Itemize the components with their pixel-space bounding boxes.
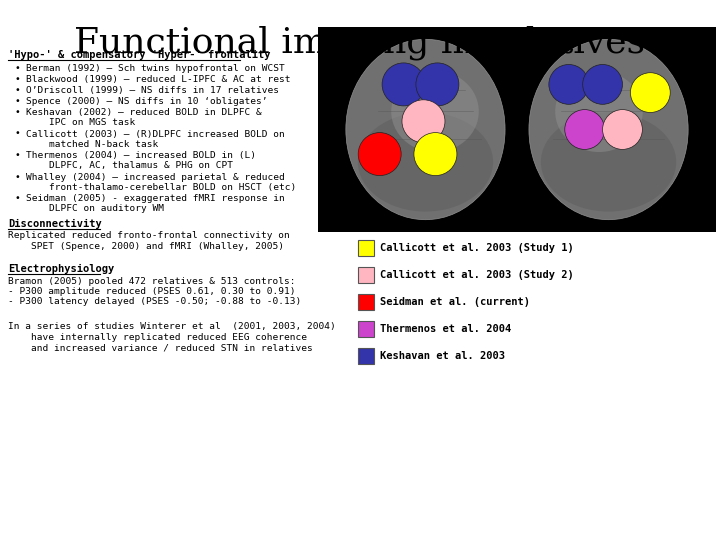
Text: Thermenos (2004) – increased BOLD in (L)
    DLPFC, AC, thalamus & PHG on CPT: Thermenos (2004) – increased BOLD in (L)… [26, 151, 256, 171]
Text: Replicated reduced fronto-frontal connectivity on
    SPET (Spence, 2000) and fM: Replicated reduced fronto-frontal connec… [8, 232, 289, 251]
Text: Disconnectivity: Disconnectivity [8, 219, 102, 228]
Circle shape [402, 100, 445, 143]
Ellipse shape [346, 39, 505, 220]
Text: O’Driscoll (1999) – NS diffs in 17 relatives: O’Driscoll (1999) – NS diffs in 17 relat… [26, 86, 279, 95]
Circle shape [382, 63, 425, 106]
Ellipse shape [541, 112, 676, 212]
Circle shape [582, 64, 623, 104]
Circle shape [549, 64, 589, 104]
FancyBboxPatch shape [318, 27, 716, 232]
Circle shape [631, 73, 670, 112]
Text: 'Hypo-' & compensatory 'Hyper-' frontality: 'Hypo-' & compensatory 'Hyper-' frontali… [8, 50, 271, 60]
Text: Keshavan et al. 2003: Keshavan et al. 2003 [380, 351, 505, 361]
Text: Callicott et al. 2003 (Study 1): Callicott et al. 2003 (Study 1) [380, 243, 574, 253]
Ellipse shape [391, 71, 479, 152]
Text: Electrophysiology: Electrophysiology [8, 264, 114, 274]
Text: Seidman (2005) - exaggerated fMRI response in
    DLPFC on auditory WM: Seidman (2005) - exaggerated fMRI respon… [26, 194, 284, 213]
Text: Seidman et al. (current): Seidman et al. (current) [380, 297, 530, 307]
Text: Callicott et al. 2003 (Study 2): Callicott et al. 2003 (Study 2) [380, 270, 574, 280]
Text: •: • [15, 86, 21, 95]
Circle shape [358, 133, 401, 176]
Text: •: • [15, 108, 21, 117]
FancyBboxPatch shape [358, 348, 374, 364]
Circle shape [564, 110, 605, 150]
Text: Bramon (2005) pooled 472 relatives & 513 controls:
- P300 amplitude reduced (PSE: Bramon (2005) pooled 472 relatives & 513… [8, 276, 301, 306]
Ellipse shape [358, 112, 493, 212]
Text: Callicott (2003) – (R)DLPFC increased BOLD on
    matched N-back task: Callicott (2003) – (R)DLPFC increased BO… [26, 130, 284, 149]
Ellipse shape [529, 39, 688, 220]
Circle shape [416, 63, 459, 106]
Text: Whalley (2004) – increased parietal & reduced
    front-thalamo-cerebellar BOLD : Whalley (2004) – increased parietal & re… [26, 172, 296, 192]
Circle shape [414, 133, 457, 176]
Text: •: • [15, 75, 21, 84]
Text: Spence (2000) – NS diffs in 10 ‘obligates’: Spence (2000) – NS diffs in 10 ‘obligate… [26, 97, 268, 106]
Text: •: • [15, 172, 21, 181]
Text: •: • [15, 151, 21, 160]
Text: Functional imaging in relatives: Functional imaging in relatives [74, 25, 646, 59]
FancyBboxPatch shape [358, 267, 374, 283]
Text: Blackwood (1999) – reduced L-IPFC & AC at rest: Blackwood (1999) – reduced L-IPFC & AC a… [26, 75, 290, 84]
FancyBboxPatch shape [358, 294, 374, 310]
Text: Berman (1992) – Sch twins hypofrontal on WCST: Berman (1992) – Sch twins hypofrontal on… [26, 64, 284, 73]
Text: •: • [15, 194, 21, 203]
Text: In a series of studies Winterer et al  (2001, 2003, 2004)
    have internally re: In a series of studies Winterer et al (2… [8, 322, 336, 352]
Circle shape [603, 110, 642, 150]
Text: Thermenos et al. 2004: Thermenos et al. 2004 [380, 324, 511, 334]
Text: •: • [15, 97, 21, 106]
Text: •: • [15, 64, 21, 73]
Text: •: • [15, 130, 21, 138]
FancyBboxPatch shape [358, 321, 374, 337]
Ellipse shape [555, 71, 643, 152]
Text: Keshavan (2002) – reduced BOLD in DLPFC &
    IPC on MGS task: Keshavan (2002) – reduced BOLD in DLPFC … [26, 108, 262, 127]
FancyBboxPatch shape [358, 240, 374, 256]
